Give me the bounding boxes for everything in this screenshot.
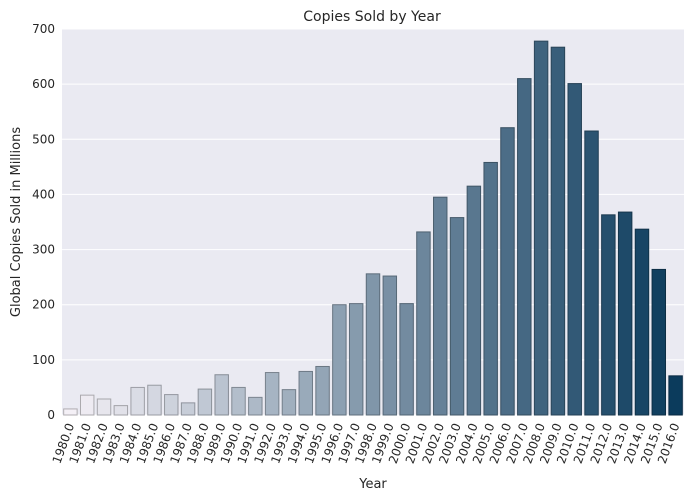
bar-1982.0: [96, 398, 112, 416]
bar-2002.0: [433, 196, 448, 416]
y-axis-label: Global Copies Sold in Millions: [9, 127, 24, 317]
x-axis-ticks: 1980.01981.01982.01983.01984.01985.01986…: [50, 421, 683, 465]
bar-2000.0: [399, 303, 414, 416]
bars: [63, 40, 683, 416]
bar-1990.0: [231, 386, 246, 416]
bar-1998.0: [365, 273, 381, 416]
bar-1986.0: [164, 394, 179, 416]
bar-2003.0: [449, 217, 465, 416]
bar-2012.0: [601, 214, 616, 416]
bar-1995.0: [315, 365, 330, 416]
bar-2005.0: [483, 161, 498, 416]
bar-1989.0: [214, 374, 229, 416]
bar-2007.0: [517, 78, 532, 416]
y-axis-ticks: 0 100 200 300 400 500 600 700: [32, 22, 55, 422]
y-tick-label: 600: [32, 77, 55, 91]
bar-2009.0: [550, 46, 566, 416]
bar-2013.0: [617, 211, 633, 416]
bar-1999.0: [382, 275, 398, 416]
y-tick-label: 300: [32, 243, 55, 257]
y-tick-label: 500: [32, 132, 55, 146]
bar-1983.0: [113, 405, 129, 416]
y-tick-label: 400: [32, 187, 55, 201]
bar-1996.0: [332, 304, 347, 416]
bar-2014.0: [634, 228, 650, 416]
y-tick-label: 0: [47, 408, 55, 422]
bar-2004.0: [466, 185, 482, 416]
bar-1985.0: [147, 384, 162, 416]
bar-2016.0: [668, 375, 683, 416]
y-tick-label: 100: [32, 353, 55, 367]
bar-1987.0: [180, 402, 196, 416]
bar-2001.0: [416, 231, 431, 416]
bar-1993.0: [281, 389, 297, 416]
x-axis-label: Year: [358, 477, 387, 492]
bar-2011.0: [584, 130, 599, 416]
bar-2008.0: [533, 40, 549, 416]
bar-1984.0: [130, 386, 145, 416]
bar-1991.0: [248, 396, 263, 416]
y-tick-label: 200: [32, 298, 55, 312]
bar-2010.0: [567, 83, 582, 416]
bar-2006.0: [500, 127, 515, 416]
bar-1980.0: [63, 408, 78, 416]
bar-1981.0: [79, 394, 95, 416]
chart-title: Copies Sold by Year: [303, 9, 441, 25]
bar-1988.0: [197, 388, 213, 416]
y-tick-label: 700: [32, 22, 55, 36]
bar-1994.0: [298, 370, 313, 416]
bar-2015.0: [651, 268, 667, 416]
bar-1997.0: [348, 303, 364, 416]
bar-1992.0: [264, 372, 280, 416]
